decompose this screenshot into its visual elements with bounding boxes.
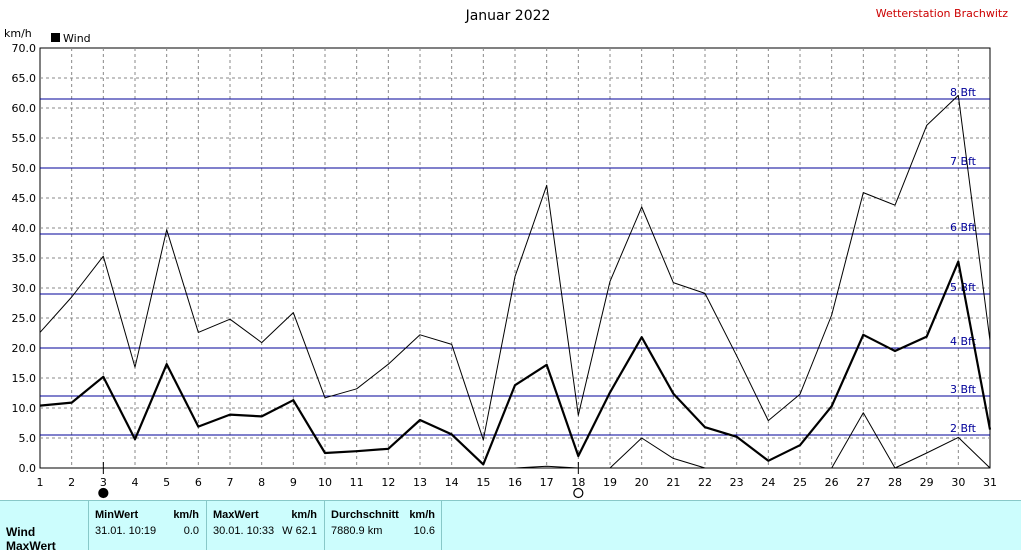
wind-min-line — [40, 412, 991, 469]
y-tick-label: 65.0 — [12, 72, 37, 85]
min-date: 31.01. 10:19 — [95, 525, 157, 537]
max-unit: km/h — [291, 509, 317, 521]
chart-title: Januar 2022 — [465, 8, 551, 24]
x-tick-label: 9 — [290, 476, 297, 489]
x-tick-label: 25 — [793, 476, 807, 489]
y-tick-labels: 0.0 5.0 10.0 15.0 20.0 25.0 30.0 35.0 40.0 45.0 50… — [12, 42, 37, 475]
avg-header: Durchschnitt — [331, 509, 399, 521]
x-tick-label: 26 — [825, 476, 839, 489]
avg-value: 10.6 — [413, 525, 435, 537]
x-tick-labels: 1 2 3 4 5 6 7 8 9 10 11 12 13 14 15 16 17 18 19 20 21 22 23 24 2… — [37, 476, 998, 489]
max-value: W 62.1 — [282, 525, 317, 537]
x-tick-label: 6 — [195, 476, 202, 489]
x-tick-label: 14 — [445, 476, 459, 489]
y-tick-label: 55.0 — [12, 132, 37, 145]
data-series — [39, 94, 992, 469]
x-tick-label: 1 — [37, 476, 44, 489]
x-tick-label: 12 — [381, 476, 395, 489]
beaufort-label: 6 Bft — [950, 221, 977, 234]
beaufort-label: 4 Bft — [950, 335, 977, 348]
y-tick-label: 25.0 — [12, 312, 37, 325]
x-tick-label: 19 — [603, 476, 617, 489]
beaufort-label: 7 Bft — [950, 155, 977, 168]
x-tick-label: 16 — [508, 476, 522, 489]
y-tick-label: 40.0 — [12, 222, 37, 235]
y-tick-label: 70.0 — [12, 42, 37, 55]
stats-row-label-wind: Wind — [6, 525, 36, 539]
y-tick-label: 35.0 — [12, 252, 37, 265]
y-tick-label: 60.0 — [12, 102, 37, 115]
wind-max-line — [39, 94, 991, 441]
y-tick-label: 30.0 — [12, 282, 37, 295]
grid-lines — [40, 48, 990, 468]
station-name: Wetterstation Brachwitz — [876, 7, 1008, 20]
x-tick-label: 2 — [68, 476, 75, 489]
y-tick-label: 50.0 — [12, 162, 37, 175]
min-value: 0.0 — [183, 525, 199, 537]
x-tick-label: 3 — [100, 476, 107, 489]
day-marker-open — [573, 487, 584, 499]
x-tick-label: 17 — [540, 476, 554, 489]
x-tick-label: 23 — [730, 476, 744, 489]
y-tick-label: 5.0 — [19, 432, 37, 445]
x-tick-label: 31 — [983, 476, 997, 489]
day-marker-filled — [98, 487, 109, 499]
x-tick-label: 15 — [476, 476, 490, 489]
beaufort-label: 3 Bft — [950, 383, 977, 396]
y-tick-label: 45.0 — [12, 192, 37, 205]
y-tick-label: 10.0 — [12, 402, 37, 415]
min-unit: km/h — [173, 509, 199, 521]
legend-label-wind: Wind — [63, 32, 91, 45]
x-tick-label: 8 — [258, 476, 265, 489]
x-tick-label: 20 — [635, 476, 649, 489]
max-header: MaxWert — [213, 509, 259, 521]
x-tick-label: 18 — [571, 476, 585, 489]
avg-distance: 7880.9 km — [331, 525, 383, 537]
min-header: MinWert — [95, 509, 139, 521]
stats-panel: Wind MaxWert MinWert km/h 31.01. 10:19 0… — [0, 500, 1021, 553]
stats-row-label-maxwert: MaxWert — [6, 539, 56, 553]
y-axis-unit: km/h — [4, 27, 32, 40]
stats-avg-cell: Durchschnitt km/h 7880.9 km 10.6 — [324, 501, 442, 550]
wind-chart: Januar 2022 Wetterstation Brachwitz km/h… — [4, 7, 1008, 499]
x-tick-label: 21 — [666, 476, 680, 489]
x-tick-label: 29 — [920, 476, 934, 489]
x-tick-label: 11 — [350, 476, 364, 489]
x-tick-label: 10 — [318, 476, 332, 489]
x-tick-label: 24 — [761, 476, 775, 489]
x-tick-label: 27 — [856, 476, 870, 489]
x-tick-label: 4 — [132, 476, 139, 489]
x-tick-label: 22 — [698, 476, 712, 489]
max-date: 30.01. 10:33 — [213, 525, 275, 537]
beaufort-label: 2 Bft — [950, 422, 977, 435]
y-tick-label: 0.0 — [19, 462, 37, 475]
x-tick-label: 5 — [163, 476, 170, 489]
day-markers — [98, 462, 584, 499]
wind-series-line — [39, 260, 992, 466]
x-tick-label: 28 — [888, 476, 902, 489]
stats-min-cell: MinWert km/h 31.01. 10:19 0.0 — [88, 501, 207, 550]
beaufort-label: 8 Bft — [950, 86, 977, 99]
y-tick-label: 15.0 — [12, 372, 37, 385]
x-tick-label: 13 — [413, 476, 427, 489]
legend-swatch-wind — [51, 33, 60, 42]
x-tick-label: 30 — [951, 476, 965, 489]
y-tick-label: 20.0 — [12, 342, 37, 355]
avg-unit: km/h — [409, 509, 435, 521]
x-tick-label: 7 — [227, 476, 234, 489]
stats-max-cell: MaxWert km/h 30.01. 10:33 W 62.1 — [206, 501, 325, 550]
